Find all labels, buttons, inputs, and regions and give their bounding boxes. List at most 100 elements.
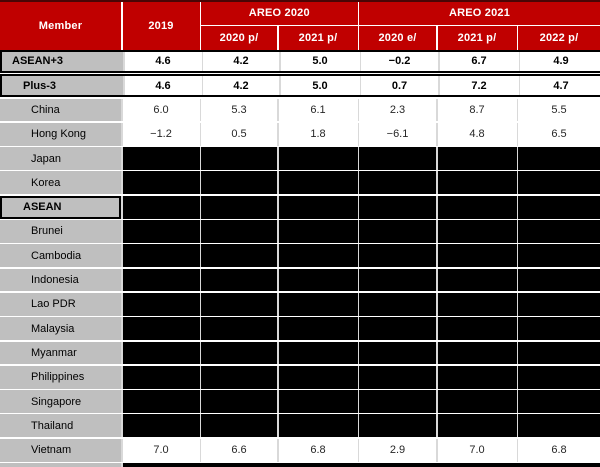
- redacted-cell: [437, 171, 517, 195]
- redacted-cell: [278, 365, 358, 389]
- redacted-cell: [437, 317, 517, 341]
- cutoff-label-cell: [0, 463, 121, 467]
- table-row: ASEAN+3 4.6 4.2 5.0 −0.2 6.7 4.9: [0, 50, 600, 73]
- redacted-cell: [518, 171, 600, 195]
- header-sub-2022p: 2022 p/: [518, 26, 600, 50]
- redacted-cell: [359, 171, 436, 195]
- redacted-cell: [437, 195, 517, 219]
- table-row: Myanmar: [0, 341, 600, 365]
- value-cell: 6.1: [278, 98, 358, 122]
- redacted-cell: [518, 244, 600, 268]
- redacted-cell: [122, 317, 200, 341]
- redacted-cell: [437, 220, 517, 243]
- value-cell: −0.2: [361, 52, 438, 71]
- redacted-cell: [278, 268, 358, 292]
- value-cell: 4.2: [203, 52, 279, 71]
- redacted-cell: [201, 365, 277, 389]
- redacted-cell: [278, 220, 358, 243]
- redacted-cell: [278, 244, 358, 268]
- redacted-cell: [437, 292, 517, 316]
- member-label: Hong Kong: [0, 122, 121, 146]
- table-row: Thailand: [0, 414, 600, 438]
- redacted-cell: [122, 171, 200, 195]
- table-row: Korea: [0, 171, 600, 195]
- value-cell: 6.8: [278, 438, 358, 462]
- member-label: Philippines: [0, 365, 121, 389]
- redacted-cell: [122, 390, 200, 413]
- value-cell: 6.8: [518, 438, 600, 462]
- value-cell: 5.5: [518, 98, 600, 122]
- redacted-cell: [278, 317, 358, 341]
- redacted-cell: [122, 341, 200, 365]
- table-row: Brunei: [0, 220, 600, 243]
- value-cell: −1.2: [122, 122, 200, 146]
- header-2019: 2019: [122, 2, 200, 50]
- value-cell: 0.7: [361, 76, 438, 96]
- table-row: Indonesia: [0, 268, 600, 292]
- redacted-cell: [122, 220, 200, 243]
- table-row: ASEAN: [0, 195, 600, 219]
- redacted-cell: [518, 268, 600, 292]
- member-label: Vietnam: [0, 438, 121, 462]
- header-group-areo-2020: AREO 2020: [201, 2, 358, 25]
- redacted-cell: [437, 341, 517, 365]
- redacted-cell: [359, 244, 436, 268]
- table-body: ASEAN+3 4.6 4.2 5.0 −0.2 6.7 4.9 Plus-3 …: [0, 50, 600, 467]
- value-cell: 2.3: [359, 98, 436, 122]
- redacted-cell: [518, 390, 600, 413]
- value-cell: 0.5: [201, 122, 277, 146]
- header-sub-2020e: 2020 e/: [359, 26, 436, 50]
- value-cell: 4.8: [437, 122, 517, 146]
- redacted-cell: [278, 171, 358, 195]
- value-cell: 4.2: [203, 76, 279, 96]
- redacted-cell: [437, 268, 517, 292]
- table-row: Hong Kong −1.2 0.5 1.8 −6.1 4.8 6.5: [0, 122, 600, 146]
- redacted-cell: [359, 292, 436, 316]
- redacted-cell: [201, 414, 277, 438]
- table-row: Singapore: [0, 390, 600, 413]
- redacted-cell: [359, 365, 436, 389]
- header-sub-2020p: 2020 p/: [201, 26, 277, 50]
- member-label: Singapore: [0, 390, 121, 413]
- value-cell: 6.6: [201, 438, 277, 462]
- redacted-cell: [278, 390, 358, 413]
- redacted-cell: [437, 414, 517, 438]
- header-sub-2021p: 2021 p/: [278, 26, 358, 50]
- value-cell: 4.6: [124, 52, 202, 71]
- redacted-cell: [278, 195, 358, 219]
- redacted-cell: [201, 317, 277, 341]
- value-cell: 7.0: [437, 438, 517, 462]
- redacted-cell: [122, 414, 200, 438]
- redacted-cell: [201, 390, 277, 413]
- table-header: Member 2019 AREO 2020 AREO 2021 2020 p/ …: [0, 0, 600, 50]
- member-label: Korea: [0, 171, 121, 195]
- redacted-cell: [518, 147, 600, 170]
- redacted-cell: [122, 268, 200, 292]
- redacted-cell: [437, 390, 517, 413]
- redacted-cell: [359, 317, 436, 341]
- redacted-cell: [518, 341, 600, 365]
- member-label: Malaysia: [0, 317, 121, 341]
- redacted-cell: [359, 390, 436, 413]
- redacted-cell: [122, 147, 200, 170]
- redacted-cell: [278, 292, 358, 316]
- member-label: Plus-3: [2, 76, 123, 96]
- value-cell: 2.9: [359, 438, 436, 462]
- redacted-cell: [359, 268, 436, 292]
- redacted-cell: [201, 147, 277, 170]
- cutoff-redacted-cell: [122, 463, 600, 467]
- redacted-cell: [122, 244, 200, 268]
- value-cell: 7.2: [439, 76, 519, 96]
- redacted-cell: [201, 171, 277, 195]
- redacted-cell: [437, 365, 517, 389]
- table-row: Cambodia: [0, 244, 600, 268]
- redacted-cell: [518, 317, 600, 341]
- member-label: ASEAN: [0, 195, 121, 219]
- redacted-cell: [122, 365, 200, 389]
- member-label: Japan: [0, 147, 121, 170]
- redacted-cell: [201, 292, 277, 316]
- table-row: Malaysia: [0, 317, 600, 341]
- value-cell: 1.8: [278, 122, 358, 146]
- value-cell: 6.0: [122, 98, 200, 122]
